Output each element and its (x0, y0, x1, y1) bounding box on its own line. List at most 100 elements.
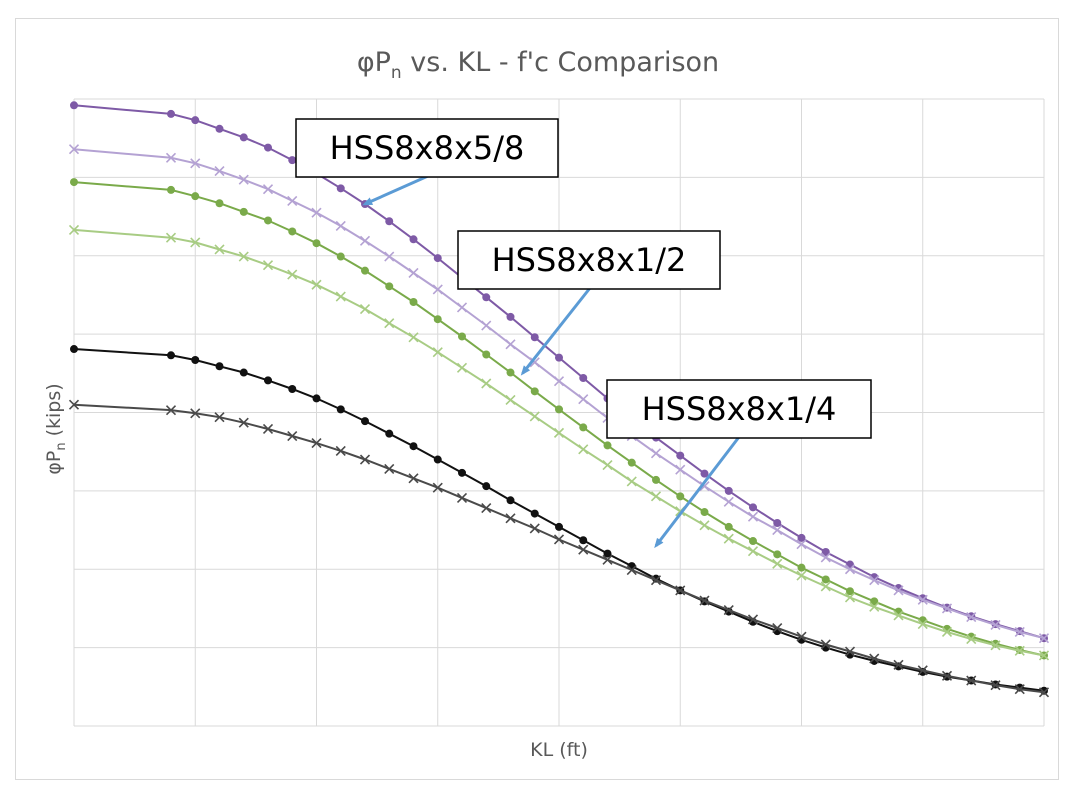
series-2-point (287, 195, 298, 206)
series-4-point (820, 581, 831, 592)
series-4-point (311, 279, 322, 290)
callout-arrow (654, 436, 741, 549)
series-3-point (652, 475, 660, 484)
series-2-point (796, 539, 807, 550)
series-1-point (264, 143, 272, 152)
series-2-point (990, 619, 1001, 630)
series-6-point (893, 659, 904, 670)
series-4-point (238, 251, 249, 262)
series-2-point (844, 564, 856, 575)
series-3-point (312, 239, 321, 248)
series-3-point (724, 522, 733, 531)
series-3-point (288, 227, 297, 236)
series-5-point (458, 468, 466, 477)
series-1-point (482, 293, 491, 302)
series-3-point (167, 185, 175, 194)
series-5-point (191, 355, 200, 364)
series-5-point (482, 482, 491, 491)
series-4-point (190, 237, 201, 248)
series-3-point (385, 282, 394, 291)
series-1-point (215, 124, 224, 133)
series-5-point (555, 522, 563, 531)
series-1-point (773, 519, 782, 528)
series-6-point (214, 412, 225, 423)
series-4-point (432, 347, 443, 358)
series-5-point (288, 384, 297, 393)
series-6-point (917, 665, 928, 676)
series-2-point (1038, 633, 1050, 644)
series-5-line (73, 348, 1045, 692)
series-5-point (1040, 686, 1048, 695)
series-4-point (335, 291, 346, 302)
series-1-point (288, 156, 297, 165)
series-1-point (555, 353, 563, 362)
series-3-point (749, 537, 757, 546)
series-6-point (602, 554, 613, 565)
y-axis-label-main: φP (43, 451, 65, 475)
callout-box (606, 379, 872, 439)
series-4-point (287, 269, 298, 280)
series-4-point (796, 570, 807, 581)
series-1-point (506, 312, 515, 321)
series-3-point (70, 178, 78, 187)
series-4-point (408, 332, 419, 343)
series-6-point (675, 585, 686, 596)
series-1-point (167, 109, 175, 118)
series-3-point (336, 252, 345, 261)
series-4-point (553, 427, 565, 438)
series-1-point (336, 184, 345, 193)
series-3-point (530, 387, 539, 396)
series-4-point (384, 318, 395, 329)
y-axis-label-subscript: n (54, 442, 69, 450)
series-6-point (1014, 684, 1025, 695)
series-2-point (675, 464, 686, 475)
series-5-point (312, 394, 321, 403)
series-2-point (384, 251, 395, 262)
series-6-point (262, 423, 274, 435)
series-6-point (432, 482, 443, 493)
chart-title-main: φP (357, 47, 391, 78)
series-3-line (73, 181, 1045, 657)
series-1-point (797, 533, 806, 542)
series-4-point (1038, 650, 1050, 661)
series-2-point (359, 235, 371, 246)
series-4-point (165, 232, 177, 243)
series-5-point (239, 368, 248, 377)
series-2-point (747, 511, 759, 522)
series-6-point (68, 399, 80, 410)
series-2-point (966, 611, 977, 623)
y-axis-label-rest: (kips) (43, 383, 65, 442)
series-2-point (893, 585, 904, 596)
series-5-point (433, 455, 442, 464)
series-5-point (361, 417, 369, 426)
series-2-point (820, 552, 831, 563)
series-1-point (700, 469, 709, 478)
series-4-point (578, 444, 589, 455)
series-5-point (215, 362, 224, 371)
series-6-point (238, 417, 249, 428)
series-3-point (870, 597, 879, 606)
chart-title-rest: vs. KL - f'c Comparison (402, 47, 719, 78)
series-5-point (385, 429, 394, 438)
series-3-point (409, 297, 418, 306)
series-2-point (553, 376, 565, 387)
callout-1: HSS8x8x5/8 (295, 118, 559, 206)
series-4-point (456, 362, 468, 373)
series-5-point (506, 496, 515, 505)
series-6-point (772, 622, 783, 634)
series-4-point (893, 610, 904, 621)
series-4-point (941, 626, 953, 638)
series-1-point (433, 254, 442, 263)
callout-arrow (362, 174, 429, 206)
series-2-point (772, 524, 783, 536)
series-6-point (699, 595, 710, 606)
series-4-point (68, 224, 80, 235)
series-3-point (773, 550, 782, 559)
series-4-point (650, 491, 662, 502)
series-6-point (384, 463, 395, 474)
series-2-point (190, 158, 201, 169)
series-6-point (287, 430, 298, 442)
series-3-point (506, 368, 515, 377)
series-2-point (238, 174, 249, 185)
